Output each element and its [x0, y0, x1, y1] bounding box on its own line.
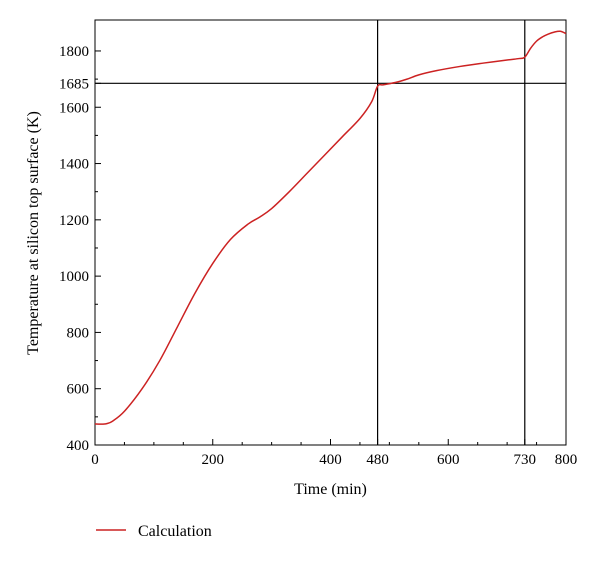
series-layer	[94, 30, 567, 425]
y-tick-label: 600	[67, 382, 90, 398]
x-axis-title: Time (min)	[294, 481, 367, 498]
y-tick-label: 1400	[59, 157, 89, 173]
y-tick-label: 800	[67, 325, 90, 341]
reference-lines	[95, 20, 566, 445]
series-line-calculation	[94, 30, 567, 425]
x-tick-label: 730	[514, 452, 537, 468]
x-tick-label: 800	[555, 452, 578, 468]
y-tick-label: 1685	[59, 76, 89, 92]
x-tick-label: 400	[319, 452, 342, 468]
x-tick-label: 200	[202, 452, 225, 468]
y-axis: 400 600 800 1000 1200 1400 1600 1685 1800	[59, 44, 101, 454]
y-tick-label: 400	[67, 438, 90, 454]
legend-label-calculation: Calculation	[138, 523, 212, 540]
x-tick-label: 480	[366, 452, 389, 468]
y-tick-label: 1600	[59, 100, 89, 116]
x-tick-label: 0	[91, 452, 99, 468]
x-tick-label: 600	[437, 452, 460, 468]
legend: Calculation	[96, 523, 212, 540]
y-tick-label: 1200	[59, 213, 89, 229]
y-tick-label: 1800	[59, 44, 89, 60]
x-axis: 0 200 400 480 600 730 800	[91, 439, 577, 468]
y-tick-label: 1000	[59, 269, 89, 285]
y-axis-title: Temperature at silicon top surface (K)	[25, 111, 42, 355]
